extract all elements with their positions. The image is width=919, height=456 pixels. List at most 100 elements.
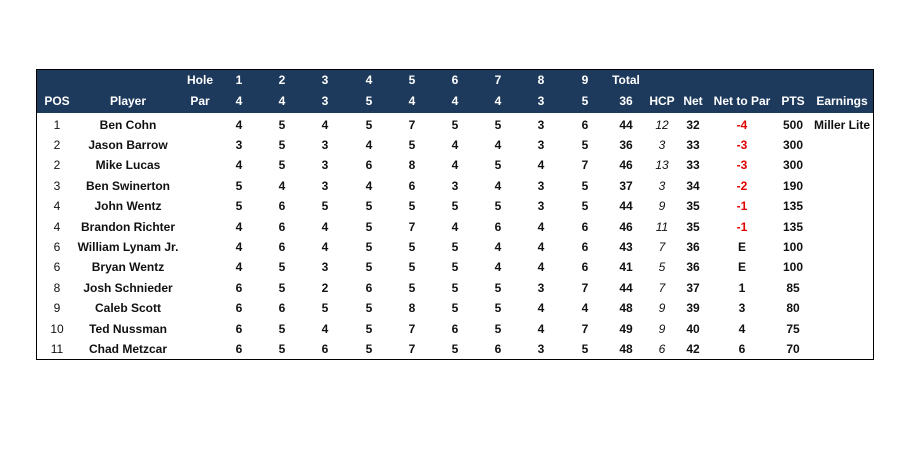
header-cell: Par xyxy=(190,94,210,108)
score-cell: 3 xyxy=(321,137,329,152)
score-cell: 6 xyxy=(408,178,416,193)
total-cell: 37 xyxy=(619,178,633,193)
score-cell: 6 xyxy=(278,219,286,234)
score-cell: 6 xyxy=(235,280,243,295)
score-cell: 5 xyxy=(365,260,373,275)
player-cell: John Wentz xyxy=(94,199,162,214)
score-cell: 6 xyxy=(278,199,286,214)
pts-cell: 80 xyxy=(786,301,800,316)
total-cell: 43 xyxy=(619,239,633,254)
score-cell: 5 xyxy=(365,199,373,214)
pos-cell: 9 xyxy=(53,301,61,316)
score-cell: 5 xyxy=(581,341,589,356)
pts-cell: 100 xyxy=(782,260,804,275)
pos-cell: 6 xyxy=(53,239,61,254)
score-cell: 3 xyxy=(321,178,329,193)
score-cell: 6 xyxy=(365,280,373,295)
net-to-par-cell: 4 xyxy=(738,321,746,336)
player-cell: Mike Lucas xyxy=(95,158,161,173)
player-cell: Ted Nussman xyxy=(89,321,167,336)
score-cell: 7 xyxy=(408,117,416,132)
score-cell: 4 xyxy=(235,219,243,234)
net-cell: 35 xyxy=(686,199,700,214)
score-cell: 5 xyxy=(494,301,502,316)
net-to-par-cell: -4 xyxy=(736,117,748,132)
pos-cell: 3 xyxy=(53,178,61,193)
total-cell: 46 xyxy=(619,219,633,234)
header-cell: 2 xyxy=(278,73,286,87)
net-to-par-cell: 3 xyxy=(738,301,746,316)
score-cell: 4 xyxy=(321,239,329,254)
score-cell: 5 xyxy=(278,117,286,132)
score-cell: 5 xyxy=(365,341,373,356)
score-cell: 4 xyxy=(537,158,545,173)
score-cell: 5 xyxy=(494,117,502,132)
score-cell: 6 xyxy=(235,321,243,336)
pts-cell: 300 xyxy=(782,137,804,152)
score-cell: 7 xyxy=(408,341,416,356)
header-cell: Net xyxy=(683,94,703,108)
player-cell: Ben Swinerton xyxy=(85,178,171,193)
pts-cell: 75 xyxy=(786,321,800,336)
score-cell: 5 xyxy=(408,280,416,295)
header-cell: 1 xyxy=(235,73,243,87)
pts-cell: 190 xyxy=(782,178,804,193)
score-cell: 4 xyxy=(365,178,373,193)
score-cell: 5 xyxy=(494,321,502,336)
score-cell: 5 xyxy=(581,178,589,193)
score-cell: 3 xyxy=(537,280,545,295)
pts-cell: 85 xyxy=(786,280,800,295)
score-cell: 5 xyxy=(278,280,286,295)
score-cell: 4 xyxy=(235,239,243,254)
score-cell: 4 xyxy=(451,158,459,173)
score-cell: 6 xyxy=(451,321,459,336)
score-cell: 5 xyxy=(278,158,286,173)
net-to-par-cell: -2 xyxy=(736,178,748,193)
hcp-cell: 6 xyxy=(658,341,666,356)
score-cell: 6 xyxy=(581,260,589,275)
score-cell: 6 xyxy=(278,301,286,316)
score-cell: 6 xyxy=(581,239,589,254)
score-cell: 4 xyxy=(451,137,459,152)
score-cell: 2 xyxy=(321,280,329,295)
score-cell: 3 xyxy=(537,137,545,152)
player-cell: William Lynam Jr. xyxy=(77,239,179,254)
header-cell: 36 xyxy=(619,94,633,108)
net-cell: 33 xyxy=(686,158,700,173)
score-cell: 5 xyxy=(581,137,589,152)
header-cell: 3 xyxy=(537,94,545,108)
score-cell: 5 xyxy=(365,117,373,132)
hcp-cell: 9 xyxy=(658,301,666,316)
total-cell: 48 xyxy=(619,301,633,316)
score-cell: 4 xyxy=(235,260,243,275)
score-cell: 5 xyxy=(278,137,286,152)
score-cell: 5 xyxy=(235,178,243,193)
earnings-cell: Miller Lite xyxy=(813,117,871,132)
pos-cell: 11 xyxy=(50,341,64,356)
score-cell: 7 xyxy=(581,158,589,173)
net-to-par-cell: -1 xyxy=(736,199,748,214)
pos-cell: 4 xyxy=(53,199,61,214)
score-cell: 4 xyxy=(494,178,502,193)
hcp-cell: 7 xyxy=(658,239,666,254)
header-cell: 5 xyxy=(581,94,589,108)
score-cell: 5 xyxy=(365,239,373,254)
net-to-par-cell: -1 xyxy=(736,219,748,234)
header-cell: PTS xyxy=(781,94,805,108)
header-cell: Hole xyxy=(186,73,214,87)
score-cell: 6 xyxy=(235,301,243,316)
score-cell: 3 xyxy=(451,178,459,193)
header-cell: Total xyxy=(612,73,640,87)
total-cell: 44 xyxy=(619,280,633,295)
score-cell: 5 xyxy=(235,199,243,214)
header-cell: 4 xyxy=(494,94,502,108)
net-to-par-cell: 1 xyxy=(738,280,746,295)
score-cell: 4 xyxy=(278,178,286,193)
net-cell: 33 xyxy=(686,137,700,152)
score-cell: 5 xyxy=(581,199,589,214)
header-cell: 8 xyxy=(537,73,545,87)
score-cell: 3 xyxy=(537,178,545,193)
player-cell: Bryan Wentz xyxy=(91,260,165,275)
total-cell: 44 xyxy=(619,117,633,132)
total-cell: 36 xyxy=(619,137,633,152)
